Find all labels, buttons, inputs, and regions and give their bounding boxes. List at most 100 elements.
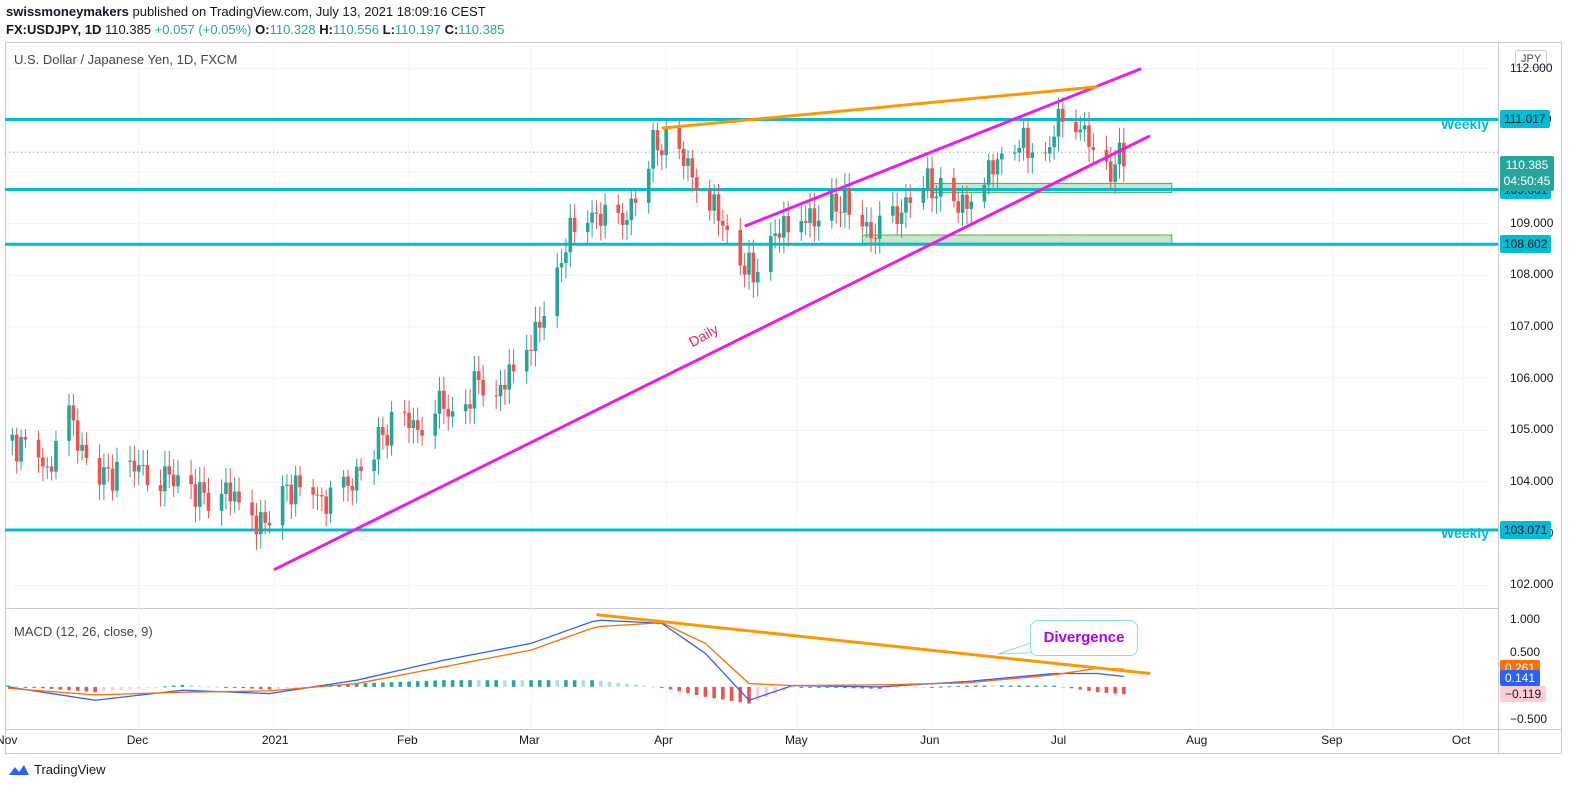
macd-tick-label: 1.000: [1510, 612, 1541, 627]
macd-histogram-bar: [642, 685, 647, 687]
macd-histogram-bar: [354, 683, 359, 687]
macd-histogram-bar: [232, 686, 237, 688]
tradingview-logo[interactable]: TradingView: [8, 762, 106, 777]
time-tick-label: May: [784, 733, 808, 747]
candle-body: [721, 220, 725, 226]
macd-histogram-bar: [1026, 685, 1030, 687]
macd-histogram-bar: [886, 686, 891, 689]
macd-histogram-bar: [224, 686, 228, 688]
time-tick-label: Jun: [920, 733, 940, 747]
chart-symbol-title: U.S. Dollar / Japanese Yen, 1D, FXCM: [14, 52, 238, 67]
candle-body: [145, 465, 150, 486]
candle-body: [385, 434, 390, 446]
macd-histogram-bar: [119, 686, 124, 691]
symbol-label: FX:USDJPY, 1D: [6, 22, 102, 37]
candle-body: [106, 467, 111, 469]
macd-histogram-bar: [75, 686, 80, 691]
price-axis-divider: [1498, 42, 1499, 754]
macd-histogram-bar: [424, 680, 429, 687]
tradingview-brand: TradingView: [34, 762, 106, 777]
candle-body: [293, 475, 298, 505]
low-value: 110.197: [394, 22, 441, 37]
macd-histogram-bar: [991, 685, 995, 687]
tradingview-icon: [9, 764, 29, 775]
candle-body: [930, 168, 934, 199]
candle-body: [651, 130, 655, 169]
candle-body: [259, 512, 263, 535]
candle-body: [167, 466, 172, 475]
candle-body: [189, 475, 193, 485]
macd-histogram-bar: [843, 686, 847, 689]
candle-body: [812, 208, 817, 227]
candle-body: [934, 196, 939, 199]
candle-body: [938, 177, 943, 197]
candle-body: [67, 405, 71, 441]
macd-histogram-bar: [102, 686, 106, 692]
publisher-name[interactable]: swissmoneymakers: [6, 4, 129, 19]
candle-body: [991, 160, 995, 175]
macd-histogram-bar: [607, 681, 612, 687]
open-value: 110.328: [269, 22, 316, 37]
macd-histogram-bar: [668, 686, 673, 690]
candle-body: [873, 238, 878, 240]
candle-body: [75, 420, 80, 451]
macd-histogram-bar: [616, 682, 621, 687]
macd-title: MACD (12, 26, close, 9): [14, 624, 153, 639]
macd-histogram-bar: [956, 685, 961, 687]
candle-body: [206, 492, 211, 511]
currency-button[interactable]: JPY: [1515, 50, 1548, 68]
candle-body: [686, 158, 690, 166]
candle-body: [1061, 108, 1065, 122]
macd-histogram-bar: [337, 684, 342, 687]
macd-histogram-bar: [1008, 685, 1013, 687]
time-tick-label: Oct: [1451, 733, 1471, 747]
candle-body: [742, 265, 747, 275]
candle-body: [956, 201, 961, 213]
candle-body: [616, 204, 621, 213]
candle-body: [1087, 125, 1091, 148]
macd-tick-label: −0.500: [1510, 712, 1548, 727]
pane-divider[interactable]: [5, 608, 1499, 609]
macd-histogram-bar: [450, 680, 455, 687]
candle-body: [420, 429, 424, 436]
candle-body: [803, 220, 808, 223]
candle-body: [14, 434, 19, 462]
candle-body: [228, 482, 233, 502]
ohlc-legend: FX:USDJPY, 1D 110.385 +0.057 (+0.05%) O:…: [6, 22, 505, 37]
candle-body: [655, 130, 660, 151]
macd-histogram-bar: [1122, 686, 1126, 695]
macd-histogram-bar: [790, 686, 795, 688]
macd-histogram-bar: [459, 680, 464, 687]
candle-body: [219, 493, 224, 511]
price-tick-label: 108.000: [1510, 267, 1554, 282]
candle-body: [1026, 127, 1030, 159]
candle-body: [891, 206, 895, 216]
candle-body: [725, 225, 730, 230]
macd-histogram-bar: [625, 683, 629, 687]
candle-body: [132, 460, 137, 472]
time-tick-label: Mar: [519, 733, 540, 747]
macd-histogram-bar: [1078, 686, 1083, 690]
candle-body: [376, 426, 381, 460]
macd-histogram-bar: [965, 685, 969, 687]
weekly-label-lower: Weekly: [1441, 525, 1489, 541]
macd-histogram-bar: [58, 686, 63, 690]
divergence-callout[interactable]: Divergence: [1030, 620, 1138, 656]
candle-body: [895, 206, 899, 224]
price-tick-label: 112.000: [1510, 60, 1553, 75]
macd-histogram-bar: [660, 686, 664, 688]
macd-histogram-bar: [851, 686, 856, 689]
macd-histogram-bar: [476, 680, 481, 687]
macd-histogram-bar: [930, 686, 934, 688]
candle-body: [1113, 164, 1117, 182]
candle-body: [899, 212, 904, 224]
macd-histogram-bar: [938, 686, 943, 688]
macd-histogram-bar: [372, 682, 376, 687]
candle-body: [498, 384, 503, 397]
macd-histogram-bar: [1087, 686, 1091, 691]
candle-body: [660, 150, 664, 156]
time-tick-label: Aug: [1185, 733, 1208, 747]
level-price-tag: 111.017: [1500, 110, 1550, 129]
macd-histogram-bar: [546, 680, 551, 687]
